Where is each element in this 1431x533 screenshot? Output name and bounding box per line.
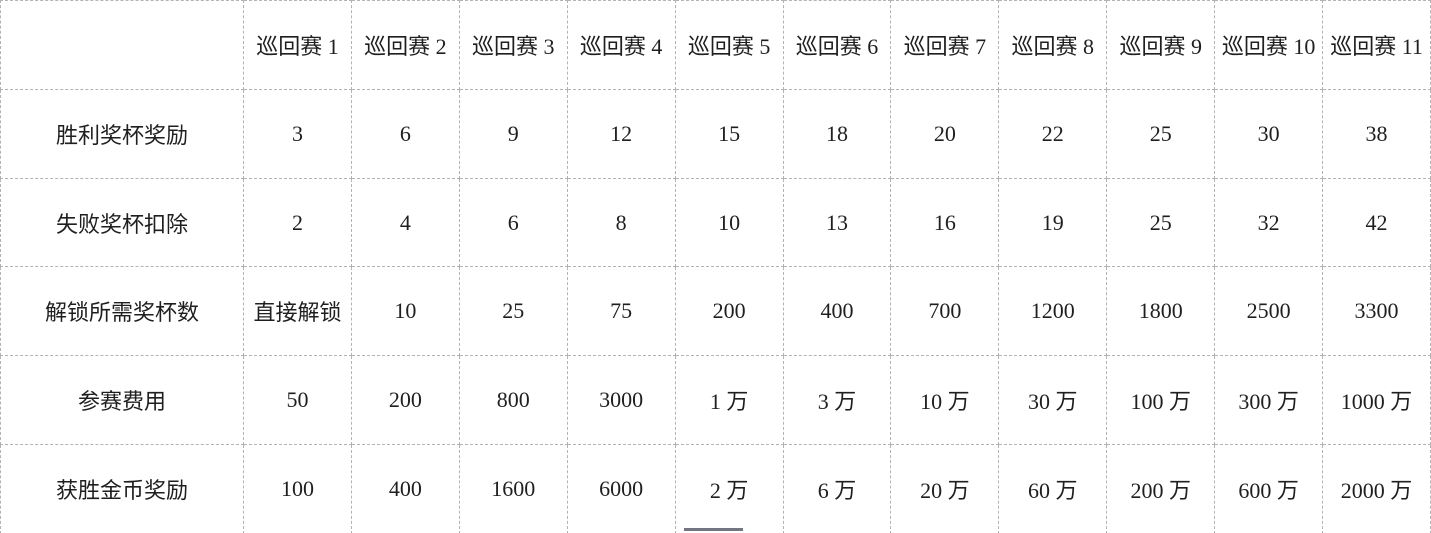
table-cell: 38 [1322,88,1431,179]
table-cell: 16 [890,177,1000,268]
table-cell: 6 [458,177,568,268]
table-cell: 600 万 [1214,444,1324,533]
column-header: 巡回赛 3 [458,0,568,90]
table-cell: 2 [243,177,352,268]
row-label: 获胜金币奖励 [0,444,244,533]
table-cell: 700 [890,266,1000,357]
table-cell: 100 [243,444,352,533]
table-cell: 6 [350,88,460,179]
table-cell: 18 [782,88,892,179]
table-cell: 1800 [1106,266,1216,357]
table-cell: 3 [243,88,352,179]
table-cell: 2500 [1214,266,1324,357]
table-cell: 200 万 [1106,444,1216,533]
column-header: 巡回赛 8 [998,0,1108,90]
table-cell: 25 [458,266,568,357]
table-cell: 1600 [458,444,568,533]
table-cell: 10 [350,266,460,357]
table-cell: 75 [566,266,676,357]
table-header: 巡回赛 1 巡回赛 2 巡回赛 3 巡回赛 4 巡回赛 5 巡回赛 6 巡回赛 7 巡回赛 8… [0,0,1431,90]
table-cell: 1000 万 [1322,355,1431,446]
table-cell: 1200 [998,266,1108,357]
table-cell: 12 [566,88,676,179]
row-label: 参赛费用 [0,355,244,446]
table-cell: 3000 [566,355,676,446]
column-header: 巡回赛 2 [350,0,460,90]
corner-cell [0,0,244,90]
table-cell: 9 [458,88,568,179]
table-cell: 4 [350,177,460,268]
table-cell: 200 [350,355,460,446]
column-header: 巡回赛 9 [1106,0,1216,90]
table-cell: 2 万 [674,444,784,533]
table-cell: 直接解锁 [243,266,352,357]
table-cell: 6000 [566,444,676,533]
row-label: 胜利奖杯奖励 [0,88,244,179]
table-cell: 19 [998,177,1108,268]
table-cell: 10 万 [890,355,1000,446]
table-cell: 300 万 [1214,355,1324,446]
column-header: 巡回赛 6 [782,0,892,90]
column-header: 巡回赛 11 [1322,0,1431,90]
table-body: 胜利奖杯奖励 3 6 9 12 15 18 20 22 25 30 38 失败奖杯扣除 2 4 6 8 10 13 1… [0,88,1431,533]
column-header: 巡回赛 5 [674,0,784,90]
table-cell: 10 [674,177,784,268]
table-cell: 800 [458,355,568,446]
table-cell: 20 [890,88,1000,179]
header-row: 巡回赛 1 巡回赛 2 巡回赛 3 巡回赛 4 巡回赛 5 巡回赛 6 巡回赛 7 巡回赛 8… [0,0,1431,90]
table-cell: 400 [350,444,460,533]
table-cell: 15 [674,88,784,179]
row-label: 解锁所需奖杯数 [0,266,244,357]
underline-artifact [684,528,743,531]
table-cell: 6 万 [782,444,892,533]
table-row: 失败奖杯扣除 2 4 6 8 10 13 16 19 25 32 42 [0,177,1431,268]
table-cell: 22 [998,88,1108,179]
table-cell: 100 万 [1106,355,1216,446]
table-cell: 20 万 [890,444,1000,533]
table-cell: 1 万 [674,355,784,446]
table-cell: 400 [782,266,892,357]
table-cell: 30 [1214,88,1324,179]
column-header: 巡回赛 10 [1214,0,1324,90]
column-header: 巡回赛 7 [890,0,1000,90]
table-row: 解锁所需奖杯数 直接解锁 10 25 75 200 400 700 1200 1800 2500 33… [0,266,1431,357]
table-cell: 32 [1214,177,1324,268]
table-cell: 50 [243,355,352,446]
row-label: 失败奖杯扣除 [0,177,244,268]
table-cell: 25 [1106,88,1216,179]
column-header: 巡回赛 1 [243,0,352,90]
table-cell: 2000 万 [1322,444,1431,533]
table-cell: 8 [566,177,676,268]
table-cell: 13 [782,177,892,268]
table-cell: 3300 [1322,266,1431,357]
table-cell: 3 万 [782,355,892,446]
table-cell: 30 万 [998,355,1108,446]
table-cell: 25 [1106,177,1216,268]
table-cell: 42 [1322,177,1431,268]
column-header: 巡回赛 4 [566,0,676,90]
table-cell: 60 万 [998,444,1108,533]
table-cell: 200 [674,266,784,357]
table-row: 胜利奖杯奖励 3 6 9 12 15 18 20 22 25 30 38 [0,88,1431,179]
